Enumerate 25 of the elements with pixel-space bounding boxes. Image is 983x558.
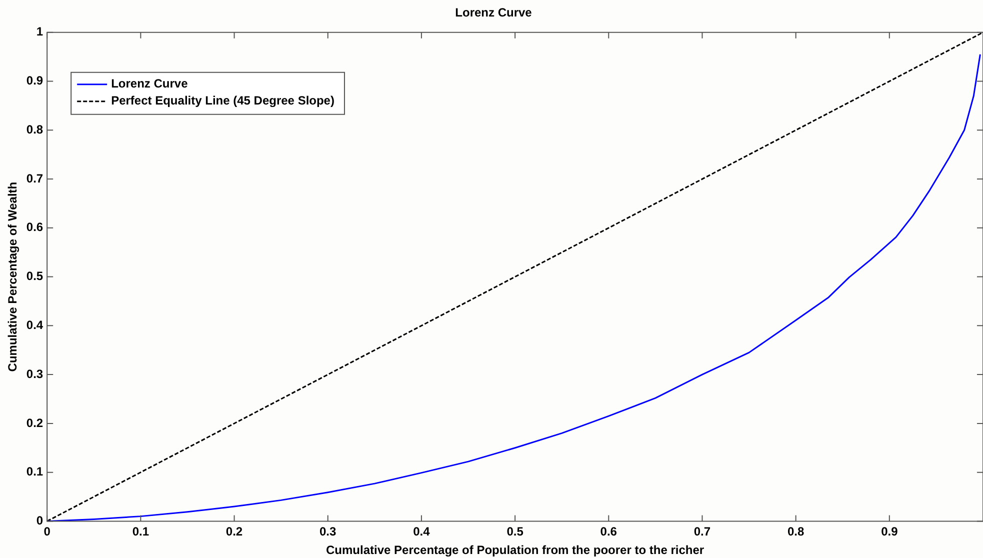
- x-tick-label: 0.3: [320, 524, 337, 539]
- legend-label: Lorenz Curve: [111, 76, 188, 91]
- y-axis-title: Cumulative Percentage of Wealth: [6, 182, 20, 372]
- y-tick-label: 0.4: [26, 318, 44, 332]
- y-tick-label: 0.2: [26, 416, 44, 430]
- y-tick-label: 1: [36, 24, 44, 39]
- x-tick-label: 0.1: [132, 524, 150, 539]
- y-tick-label: 0.5: [26, 269, 44, 284]
- y-tick-label: 0.8: [26, 122, 44, 136]
- x-tick-label: 0.5: [506, 524, 524, 539]
- y-tick-label: 0.1: [26, 464, 44, 479]
- x-tick-label: 0.7: [694, 524, 711, 539]
- x-tick-label: 0.4: [413, 524, 430, 539]
- x-axis-title: Cumulative Percentage of Population from the poorer to the richer: [326, 543, 704, 558]
- x-tick-label: 0.6: [600, 524, 618, 539]
- y-tick-label: 0.6: [26, 220, 44, 234]
- x-tick-label: 0.9: [881, 524, 898, 539]
- y-tick-label: 0: [36, 514, 44, 528]
- y-tick-label: 0.3: [26, 366, 44, 381]
- x-tick-label: 0.8: [787, 524, 804, 539]
- y-tick-label: 0.9: [26, 74, 44, 88]
- x-tick-label: 0.2: [226, 524, 243, 539]
- legend-label: Perfect Equality Line (45 Degree Slope): [111, 94, 334, 108]
- y-tick-label: 0.7: [26, 171, 44, 186]
- chart-title: Lorenz Curve: [455, 6, 532, 20]
